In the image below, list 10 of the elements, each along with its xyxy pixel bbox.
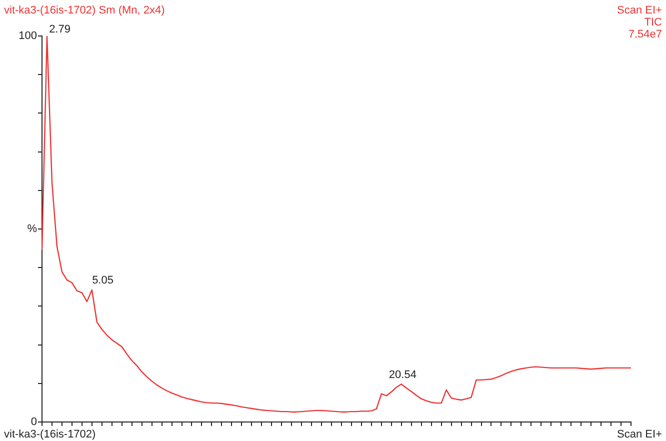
y-tick-label: 100 (18, 30, 37, 42)
text: Scan EI+ (617, 428, 662, 441)
annotation: 20.54 (388, 369, 416, 381)
y-tick-label: % (27, 223, 38, 236)
text: vit-ka3-(16is-1702) (4, 428, 96, 441)
annotation: 5.05 (92, 274, 114, 286)
annotation: Scan EI+ TIC 7.54e7 (617, 4, 662, 41)
text: 2.79 (49, 24, 70, 36)
y-tick-label: 0 (30, 416, 37, 428)
chart-title: vit-ka3-(16is-1702) Sm (Mn, 2x4) (4, 4, 165, 17)
